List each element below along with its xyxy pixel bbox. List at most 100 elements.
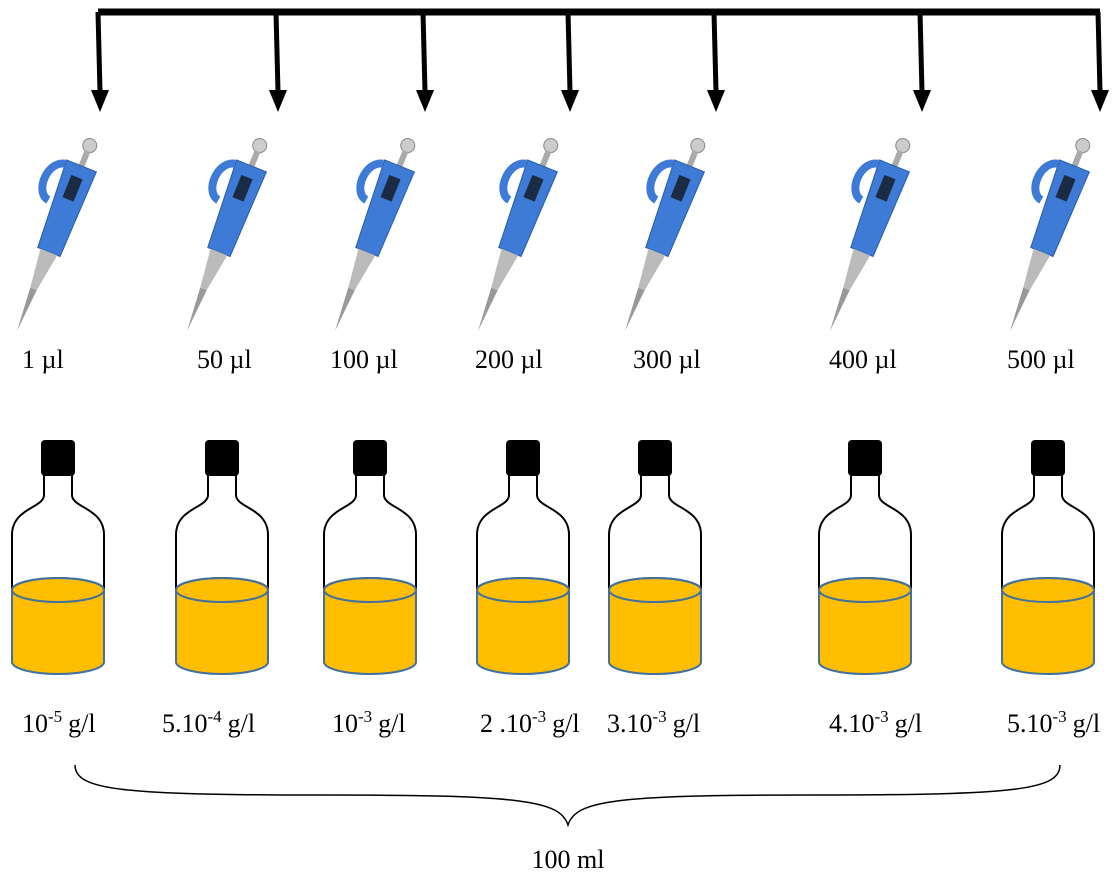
shaft	[839, 249, 871, 293]
unit: g/l	[68, 709, 95, 738]
arrow	[416, 12, 434, 112]
arrow	[1091, 12, 1109, 112]
exponent: -4	[208, 707, 223, 726]
unit: g/l	[1073, 709, 1100, 738]
liquid	[819, 578, 911, 674]
base: 3.10	[607, 709, 653, 738]
concentration-label: 5.10-3 g/l	[1007, 707, 1100, 738]
plunger	[689, 136, 707, 154]
cap	[506, 440, 540, 476]
arrow-shaft	[423, 12, 425, 92]
arrow-shaft	[920, 12, 922, 92]
concentration-label: 5.10-4 g/l	[162, 707, 255, 738]
arrow	[91, 12, 109, 112]
tip	[13, 288, 36, 332]
volume-label: 50 µl	[197, 345, 252, 374]
arrow-shaft	[98, 12, 100, 92]
base: 2 .10	[480, 709, 532, 738]
bottle	[1002, 440, 1094, 674]
cap	[638, 440, 672, 476]
unit: g/l	[228, 709, 255, 738]
arrow-head	[416, 90, 434, 112]
base: 4.10	[829, 709, 875, 738]
plunger-rod	[540, 150, 552, 167]
bottle	[12, 440, 104, 674]
unit: g/l	[673, 709, 700, 738]
base: 5.10	[162, 709, 208, 738]
arrow-head	[913, 90, 931, 112]
exponent: -3	[875, 707, 889, 726]
liquid	[609, 578, 701, 674]
arrow-head	[707, 90, 725, 112]
volume-label: 200 µl	[475, 345, 543, 374]
volume-label: 500 µl	[1007, 345, 1075, 374]
exponent: -3	[1053, 707, 1067, 726]
concentration-label: 3.10-3 g/l	[607, 707, 700, 738]
exponent: -3	[358, 707, 372, 726]
concentration-label: 4.10-3 g/l	[829, 707, 922, 738]
unit: g/l	[895, 709, 922, 738]
tip	[331, 288, 354, 332]
cap	[205, 440, 239, 476]
concentration-label: 2 .10-3 g/l	[480, 707, 580, 738]
cap	[41, 440, 75, 476]
brace	[75, 765, 1060, 825]
arrow-head	[1091, 90, 1109, 112]
liquid	[12, 578, 104, 674]
base: 10	[332, 709, 358, 738]
arrow-shaft	[568, 12, 570, 92]
tip	[621, 288, 644, 332]
plunger	[894, 136, 912, 154]
pipette	[0, 128, 107, 336]
liquid	[1002, 578, 1094, 674]
tip	[183, 288, 206, 332]
bottle	[176, 440, 268, 674]
plunger	[1074, 136, 1092, 154]
shaft	[344, 249, 376, 293]
plunger-rod	[397, 150, 409, 167]
volume-label: 100 µl	[330, 345, 398, 374]
cap	[353, 440, 387, 476]
pipette	[306, 128, 426, 336]
shaft	[196, 249, 228, 293]
bottle	[477, 440, 569, 674]
diagram: 100 ml 1 µl50 µl100 µl200 µl300 µl400 µl…	[0, 0, 1119, 883]
arrow-head	[269, 90, 287, 112]
pipette	[158, 128, 278, 336]
pipette	[596, 128, 716, 336]
total-volume: 100 ml	[532, 845, 605, 874]
volume-label: 1 µl	[22, 345, 64, 374]
concentration-label: 10-3 g/l	[332, 707, 406, 738]
arrow-head	[91, 90, 109, 112]
arrow-shaft	[276, 12, 278, 92]
pipette	[801, 128, 921, 336]
bottle	[819, 440, 911, 674]
plunger-rod	[687, 150, 699, 167]
unit: g/l	[552, 709, 579, 738]
plunger-rod	[79, 150, 91, 167]
arrow	[561, 12, 579, 112]
unit: g/l	[378, 709, 405, 738]
liquid	[477, 578, 569, 674]
tip	[1006, 288, 1029, 332]
exponent: -3	[653, 707, 667, 726]
exponent: -3	[532, 707, 546, 726]
shaft	[26, 249, 58, 293]
base: 5.10	[1007, 709, 1053, 738]
pipette	[981, 128, 1101, 336]
tip	[826, 288, 849, 332]
base: 10	[22, 709, 48, 738]
plunger	[399, 136, 417, 154]
plunger	[251, 136, 269, 154]
arrow-shaft	[1098, 12, 1100, 92]
plunger	[542, 136, 560, 154]
bottle	[609, 440, 701, 674]
plunger-rod	[1072, 150, 1084, 167]
arrow-shaft	[714, 12, 716, 92]
liquid	[176, 578, 268, 674]
arrow	[913, 12, 931, 112]
cap	[1031, 440, 1065, 476]
shaft	[634, 249, 666, 293]
volume-label: 300 µl	[633, 345, 701, 374]
